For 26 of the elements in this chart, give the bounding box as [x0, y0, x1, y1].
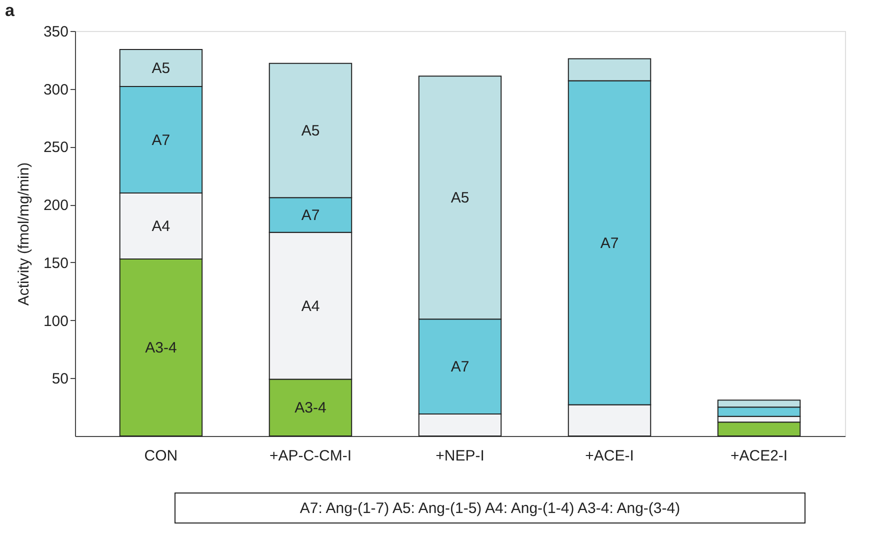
x-tick-label: +AP-C-CM-I: [269, 448, 352, 464]
x-tick-label: +NEP-I: [436, 448, 484, 464]
chart-title: a: [5, 1, 15, 20]
y-tick-label: 300: [43, 81, 68, 98]
y-tick-label: 200: [43, 197, 68, 214]
x-tick-label: +ACE2-I: [730, 448, 788, 464]
y-tick-label: 100: [43, 312, 68, 330]
y-tick-label: 50: [52, 370, 68, 388]
y-axis-title: Activity (fmol/mg/min): [15, 162, 32, 306]
text: A7: [600, 234, 619, 252]
text: A5: [301, 122, 320, 140]
text: A3-4: [145, 339, 177, 356]
y-tick-label: 250: [43, 139, 68, 156]
text: A5: [450, 190, 470, 207]
text: A7: [152, 132, 170, 149]
series-label: A7: [301, 206, 320, 224]
y-tick-label: 350: [43, 24, 68, 40]
x-tick-label: CON: [144, 448, 178, 464]
series-label: A3-4: [294, 400, 326, 417]
y-tick-label: 150: [43, 254, 68, 272]
series-label: A4: [152, 218, 170, 235]
text: A4: [301, 298, 320, 315]
x-tick-label: +ACE-I: [585, 448, 634, 464]
text: A7: [450, 358, 470, 376]
series-label: A5: [152, 60, 170, 78]
text: A7: Ang-(1-7) A5: Ang-(1-5) A4: Ang-(1-4) A3-4: Ang-(3-4): [300, 500, 680, 517]
